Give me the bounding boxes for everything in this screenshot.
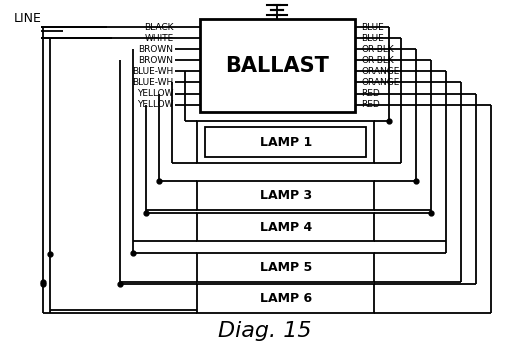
Text: LINE: LINE: [13, 12, 41, 25]
Text: YELLOW: YELLOW: [137, 89, 174, 98]
Text: BALLAST: BALLAST: [225, 56, 330, 76]
Bar: [197, 284, 375, 313]
Text: WHITE: WHITE: [144, 34, 174, 43]
Text: Diag. 15: Diag. 15: [218, 321, 311, 341]
Bar: [197, 213, 375, 242]
Bar: [197, 121, 375, 163]
Bar: [205, 127, 367, 157]
Bar: [197, 181, 375, 210]
Text: RED: RED: [361, 89, 380, 98]
Text: LAMP 3: LAMP 3: [260, 189, 312, 202]
Text: OR-BLK: OR-BLK: [361, 45, 394, 54]
Text: BLACK: BLACK: [144, 23, 174, 32]
Text: LAMP 4: LAMP 4: [260, 221, 312, 234]
Text: RED: RED: [361, 100, 380, 109]
Text: ORANGE: ORANGE: [361, 67, 400, 76]
Text: LAMP 1: LAMP 1: [260, 136, 312, 149]
Text: BLUE: BLUE: [361, 34, 384, 43]
Text: ORANGE: ORANGE: [361, 78, 400, 87]
Text: BLUE-WH: BLUE-WH: [132, 67, 174, 76]
Text: LAMP 6: LAMP 6: [260, 292, 312, 305]
Text: LAMP 5: LAMP 5: [260, 261, 312, 274]
Text: BLUE-WH: BLUE-WH: [132, 78, 174, 87]
Text: BROWN: BROWN: [139, 56, 174, 65]
Bar: [200, 19, 354, 112]
Text: YELLOW: YELLOW: [137, 100, 174, 109]
Text: BLUE: BLUE: [361, 23, 384, 32]
Bar: [197, 253, 375, 282]
Text: BROWN: BROWN: [139, 45, 174, 54]
Text: OR-BLK: OR-BLK: [361, 56, 394, 65]
